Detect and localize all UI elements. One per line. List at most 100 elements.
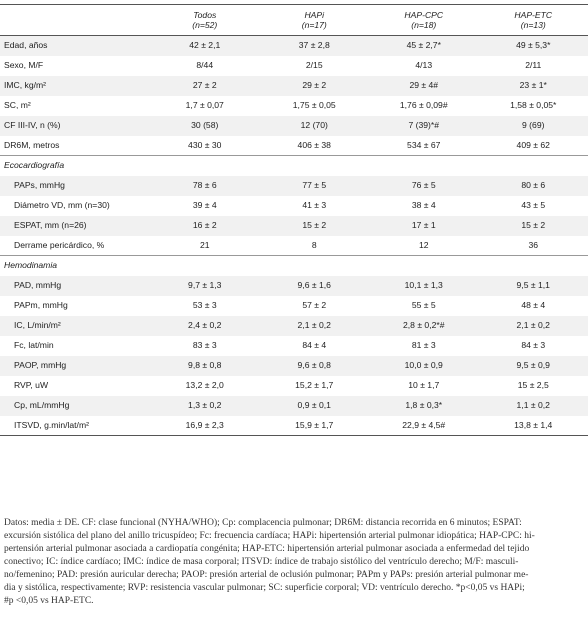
footnote-line: no/femenino; PAD: presión auricular dere… — [4, 570, 529, 580]
table-cell: 2,4 ± 0,2 — [150, 315, 260, 336]
table-cell: 43 ± 5 — [478, 195, 588, 216]
header-cell-todos: Todos (n=52) — [150, 4, 260, 36]
table-cell: 16 ± 2 — [150, 215, 260, 236]
header-cell-blank — [0, 4, 150, 36]
table-row: Fc, lat/min 83 ± 3 84 ± 4 81 ± 3 84 ± 3 — [0, 335, 588, 356]
table-cell: 39 ± 4 — [150, 195, 260, 216]
header-cell-hapi: HAPi (n=17) — [259, 4, 369, 36]
row-label: Fc, lat/min — [0, 335, 150, 356]
row-label: CF III-IV, n (%) — [0, 115, 150, 136]
table-cell: 76 ± 5 — [369, 175, 479, 196]
footnote-line: pertensión arterial pulmonar asociada a … — [4, 544, 530, 554]
table-cell: 9 (69) — [478, 115, 588, 136]
table-cell: 49 ± 5,3* — [478, 35, 588, 56]
row-label: Sexo, M/F — [0, 55, 150, 76]
row-label: Diámetro VD, mm (n=30) — [0, 195, 150, 216]
table-cell: 29 ± 2 — [259, 75, 369, 96]
table-cell: 8/44 — [150, 55, 260, 76]
table-cell: 2,8 ± 0,2*# — [369, 315, 479, 336]
table-row: Cp, mL/mmHg 1,3 ± 0,2 0,9 ± 0,1 1,8 ± 0,3* 1… — [0, 395, 588, 416]
table-row: IC, L/min/m² 2,4 ± 0,2 2,1 ± 0,2 2,8 ± 0,2*… — [0, 315, 588, 336]
table-cell: 78 ± 6 — [150, 175, 260, 196]
row-label: Edad, años — [0, 35, 150, 56]
row-label: SC, m² — [0, 95, 150, 116]
table-cell: 409 ± 62 — [478, 135, 588, 156]
row-label: IC, L/min/m² — [0, 315, 150, 336]
table-cell: 1,58 ± 0,05* — [478, 95, 588, 116]
table-row: ESPAT, mm (n=26) 16 ± 2 15 ± 2 17 ± 1 15 ± 2 — [0, 215, 588, 236]
row-label: ITSVD, g.min/lat/m² — [0, 415, 150, 436]
table-cell: 84 ± 4 — [259, 335, 369, 356]
row-label: PAD, mmHg — [0, 275, 150, 296]
table-row: DR6M, metros 430 ± 30 406 ± 38 534 ± 67 409 … — [0, 135, 588, 156]
table-cell: 1,3 ± 0,2 — [150, 395, 260, 416]
table-cell: 2/15 — [259, 55, 369, 76]
table-cell: 1,1 ± 0,2 — [478, 395, 588, 416]
table-row: Sexo, M/F 8/44 2/15 4/13 2/11 — [0, 55, 588, 76]
table-cell: 2,1 ± 0,2 — [478, 315, 588, 336]
table-cell: 16,9 ± 2,3 — [150, 415, 260, 436]
footnote-line: #p <0,05 vs HAP-ETC. — [4, 596, 94, 606]
table-row: PAPs, mmHg 78 ± 6 77 ± 5 76 ± 5 80 ± 6 — [0, 175, 588, 196]
table-row: Derrame pericárdico, % 21 8 12 36 — [0, 235, 588, 256]
table-row: Edad, años 42 ± 2,1 37 ± 2,8 45 ± 2,7* 49 ± … — [0, 35, 588, 56]
table-cell: 30 (58) — [150, 115, 260, 136]
table-row: Diámetro VD, mm (n=30) 39 ± 4 41 ± 3 38 ± 4… — [0, 195, 588, 216]
table-cell: 53 ± 3 — [150, 295, 260, 316]
table-cell: 8 — [259, 235, 369, 256]
section-title: Hemodinamia — [0, 255, 588, 276]
row-label: ESPAT, mm (n=26) — [0, 215, 150, 236]
table-cell: 9,6 ± 0,8 — [259, 355, 369, 376]
table-cell: 10,1 ± 1,3 — [369, 275, 479, 296]
table-cell: 17 ± 1 — [369, 215, 479, 236]
section-header-row: Ecocardiografía — [0, 155, 588, 176]
table-cell: 9,6 ± 1,6 — [259, 275, 369, 296]
table-cell: 57 ± 2 — [259, 295, 369, 316]
table-cell: 9,5 ± 1,1 — [478, 275, 588, 296]
table-cell: 430 ± 30 — [150, 135, 260, 156]
table-cell: 1,75 ± 0,05 — [259, 95, 369, 116]
table-cell: 15,9 ± 1,7 — [259, 415, 369, 436]
header-cell-hap-cpc: HAP-CPC (n=18) — [369, 4, 479, 36]
table-cell: 12 — [369, 235, 479, 256]
row-label: PAOP, mmHg — [0, 355, 150, 376]
table-cell: 9,5 ± 0,9 — [478, 355, 588, 376]
table-cell: 41 ± 3 — [259, 195, 369, 216]
data-table: Todos (n=52) HAPi (n=17) HAP-CPC (n=18) HAP… — [0, 4, 588, 436]
table-cell: 29 ± 4# — [369, 75, 479, 96]
table-cell: 13,2 ± 2,0 — [150, 375, 260, 396]
table-row: PAOP, mmHg 9,8 ± 0,8 9,6 ± 0,8 10,0 ± 0,9 9,… — [0, 355, 588, 376]
table-cell: 9,8 ± 0,8 — [150, 355, 260, 376]
table-footnotes: Datos: media ± DE. CF: clase funcional (… — [4, 517, 586, 608]
row-label: RVP, uW — [0, 375, 150, 396]
row-label: Derrame pericárdico, % — [0, 235, 150, 256]
table-cell: 406 ± 38 — [259, 135, 369, 156]
table-cell: 80 ± 6 — [478, 175, 588, 196]
table-header: Todos (n=52) HAPi (n=17) HAP-CPC (n=18) HAP… — [0, 4, 588, 36]
section-title: Ecocardiografía — [0, 155, 588, 176]
table-cell: 1,7 ± 0,07 — [150, 95, 260, 116]
table-cell: 27 ± 2 — [150, 75, 260, 96]
footnote-line: dia y sistólica, respectivamente; RVP: r… — [4, 583, 525, 593]
table-cell: 22,9 ± 4,5# — [369, 415, 479, 436]
table-cell: 77 ± 5 — [259, 175, 369, 196]
table-cell: 23 ± 1* — [478, 75, 588, 96]
header-cell-hap-etc: HAP-ETC (n=13) — [478, 4, 588, 36]
row-label: Cp, mL/mmHg — [0, 395, 150, 416]
table-cell: 1,76 ± 0,09# — [369, 95, 479, 116]
table-cell: 13,8 ± 1,4 — [478, 415, 588, 436]
table-cell: 10 ± 1,7 — [369, 375, 479, 396]
table-cell: 38 ± 4 — [369, 195, 479, 216]
footnote-line: excursión sistólica del plano del anillo… — [4, 531, 535, 541]
row-label: PAPm, mmHg — [0, 295, 150, 316]
row-label: IMC, kg/m² — [0, 75, 150, 96]
table-cell: 4/13 — [369, 55, 479, 76]
table-cell: 83 ± 3 — [150, 335, 260, 356]
table-cell: 9,7 ± 1,3 — [150, 275, 260, 296]
table-cell: 15 ± 2 — [478, 215, 588, 236]
section-header-row: Hemodinamia — [0, 255, 588, 276]
table-cell: 534 ± 67 — [369, 135, 479, 156]
row-label: DR6M, metros — [0, 135, 150, 156]
table-cell: 15 ± 2 — [259, 215, 369, 236]
